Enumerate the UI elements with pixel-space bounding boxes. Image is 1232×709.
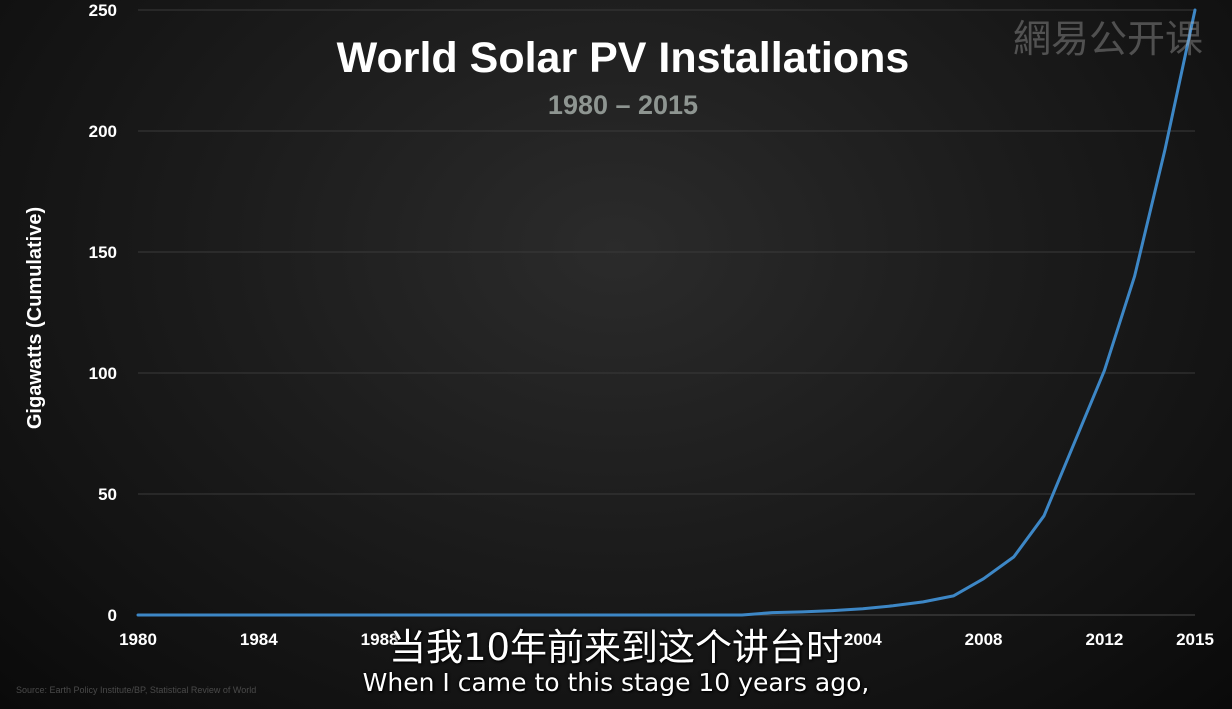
y-tick-label: 50 — [98, 485, 117, 504]
y-axis-label: Gigawatts (Cumulative) — [24, 207, 46, 429]
x-tick-label: 2012 — [1085, 630, 1123, 649]
x-axis-ticks: 1980 1984 1988 2004 2008 2012 2015 — [119, 630, 1214, 649]
series-layer — [136, 8, 1197, 617]
x-tick-label: 1980 — [119, 630, 157, 649]
x-tick-label: 1988 — [361, 630, 399, 649]
source-note: Source: Earth Policy Institute/BP, Stati… — [16, 685, 256, 695]
caption-chinese: 当我10年前来到这个讲台时 — [388, 626, 844, 669]
x-tick-label: 2015 — [1176, 630, 1214, 649]
y-tick-label: 0 — [108, 606, 117, 625]
x-tick-label: 2004 — [844, 630, 882, 649]
series-line-0 — [136, 8, 1197, 617]
y-tick-label: 200 — [89, 122, 117, 141]
y-axis-ticks: 250 200 150 100 50 0 — [89, 1, 117, 625]
chart-subtitle: 1980 – 2015 — [548, 90, 698, 120]
y-tick-label: 250 — [89, 1, 117, 20]
watermark-logo: 網易公开课 — [1013, 17, 1203, 61]
chart-title: World Solar PV Installations — [337, 34, 910, 82]
x-tick-label: 1984 — [240, 630, 278, 649]
x-tick-label: 2008 — [965, 630, 1003, 649]
y-tick-label: 150 — [89, 243, 117, 262]
caption-english: When I came to this stage 10 years ago, — [362, 668, 870, 697]
y-tick-label: 100 — [89, 364, 117, 383]
